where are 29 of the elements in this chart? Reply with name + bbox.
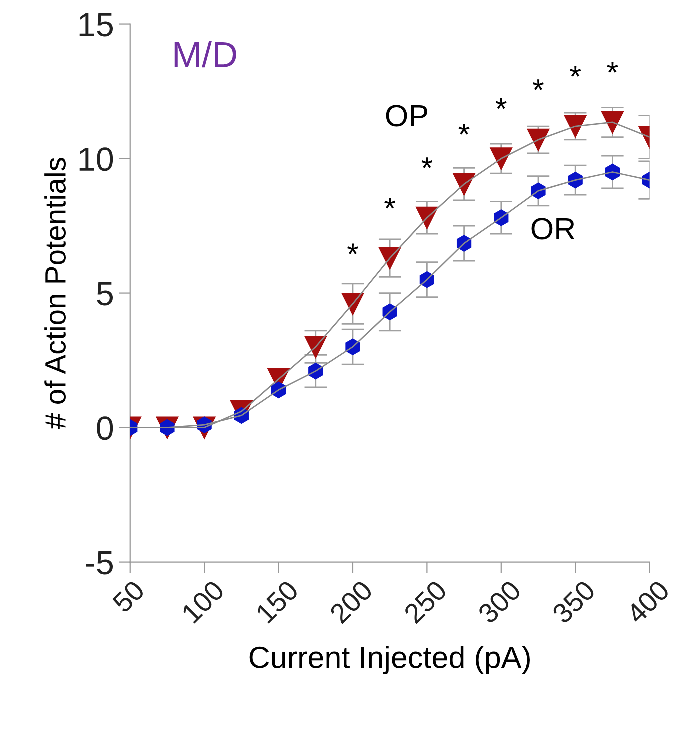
point [602, 111, 624, 134]
annotation: * [607, 62, 618, 73]
x-tick-label: 150 [255, 580, 300, 624]
point [453, 173, 476, 196]
y-tick-label: -5 [86, 551, 113, 575]
y-tick-label: 15 [80, 13, 113, 37]
x-axis-title: Current Injected (pA) [250, 646, 530, 675]
x-tick-label: 200 [328, 580, 374, 624]
annotation: * [422, 158, 433, 168]
x-tick-label: 300 [477, 580, 522, 625]
annotation: * [384, 198, 396, 209]
x-tick-label: 250 [403, 580, 448, 624]
point [490, 148, 513, 170]
series-label: OR [532, 218, 575, 240]
annotation: * [570, 66, 582, 77]
y-axis-title: # of Action Potentials [44, 158, 66, 430]
y-tick-label: 5 [97, 282, 113, 306]
x-tick-label: 400 [625, 580, 671, 626]
x-tick-label: 350 [551, 580, 596, 625]
x-tick-label: 100 [181, 580, 226, 624]
annotation: M/D [174, 41, 236, 68]
annotation: * [533, 80, 544, 90]
x-tick-label: 50 [112, 580, 146, 614]
y-tick-label: 10 [80, 148, 114, 172]
series-label: OP [386, 105, 428, 127]
annotation: * [496, 98, 507, 110]
annotation: * [348, 244, 358, 254]
y-tick-label: 0 [97, 416, 114, 440]
annotation: * [458, 124, 470, 135]
